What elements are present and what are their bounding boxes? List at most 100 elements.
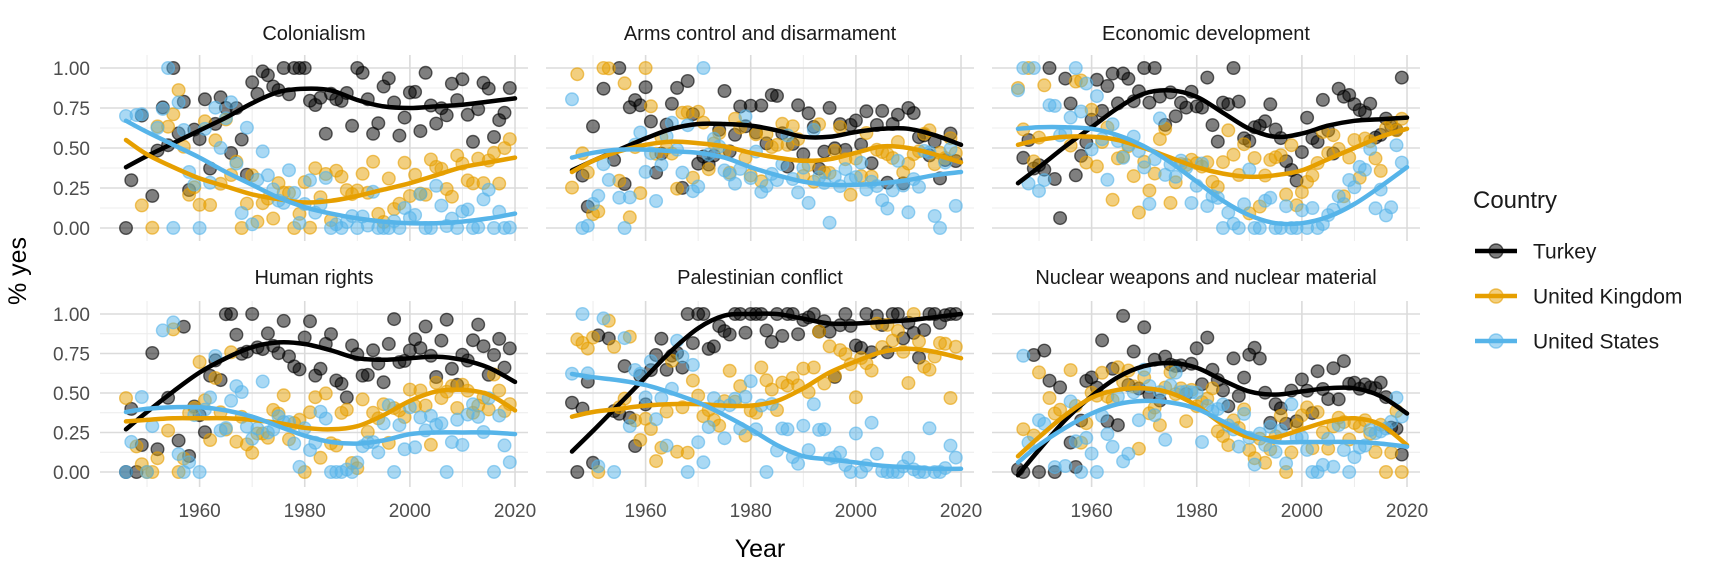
smooth-line-turkey — [569, 121, 964, 173]
data-point — [1305, 168, 1320, 183]
data-point — [654, 331, 669, 346]
data-point — [471, 317, 486, 332]
data-point — [1263, 97, 1278, 112]
data-point — [833, 120, 848, 135]
data-point — [1095, 365, 1110, 380]
y-tick-label: 0.25 — [53, 424, 90, 445]
data-point — [1394, 70, 1409, 85]
data-point — [890, 153, 905, 168]
data-point — [345, 118, 360, 133]
data-point — [355, 166, 370, 181]
data-point — [1342, 465, 1357, 480]
data-point — [806, 122, 821, 137]
data-point — [224, 95, 239, 110]
x-tick-label: 2020 — [494, 501, 536, 522]
data-point — [492, 331, 507, 346]
data-point — [1279, 456, 1294, 471]
data-point — [434, 333, 449, 348]
data-point — [260, 68, 275, 83]
data-point — [1237, 137, 1252, 152]
data-point — [675, 349, 690, 364]
data-point — [591, 188, 606, 203]
data-point — [1053, 380, 1068, 395]
data-point — [1016, 422, 1031, 437]
facet-title: Human rights — [255, 267, 374, 289]
data-point — [408, 207, 423, 222]
data-point — [580, 341, 595, 356]
data-point — [360, 367, 375, 382]
data-point — [1210, 134, 1225, 149]
data-point — [622, 190, 637, 205]
x-tick-label: 1960 — [1070, 501, 1112, 522]
data-point — [943, 391, 958, 406]
data-point — [1300, 442, 1315, 457]
data-point — [1258, 114, 1273, 129]
data-point — [1226, 147, 1241, 162]
data-point — [260, 326, 275, 341]
data-point — [155, 323, 170, 338]
data-point — [502, 80, 517, 95]
data-point — [649, 412, 664, 427]
y-tick-label: 0.00 — [53, 219, 90, 240]
data-point — [1231, 94, 1246, 109]
data-point — [1200, 70, 1215, 85]
facet-title: Palestinian conflict — [677, 267, 843, 289]
data-point — [418, 65, 433, 80]
data-point — [282, 163, 297, 178]
data-point — [1389, 138, 1404, 153]
data-point — [1247, 150, 1262, 165]
data-point — [1326, 361, 1341, 376]
data-point — [722, 363, 737, 378]
data-point — [366, 343, 381, 358]
data-point — [806, 360, 821, 375]
data-point — [864, 415, 879, 430]
data-point — [1026, 61, 1041, 76]
facet-panel-colonialism: Colonialism 1.00 0.75 0.50 0.25 0.00 — [53, 23, 528, 241]
data-point — [1284, 445, 1299, 460]
data-point — [192, 220, 207, 235]
data-point — [743, 374, 758, 389]
data-point — [155, 101, 170, 116]
data-point — [413, 187, 428, 202]
data-point — [791, 456, 806, 471]
x-tick-label: 1960 — [178, 501, 220, 522]
data-point — [487, 348, 502, 363]
data-point — [471, 409, 486, 424]
data-point — [1152, 111, 1167, 126]
smooth-line-united-states — [1015, 124, 1410, 227]
data-point — [1205, 381, 1220, 396]
data-point — [759, 465, 774, 480]
smooth-line-united-kingdom — [123, 137, 518, 205]
data-point — [927, 208, 942, 223]
data-point — [1294, 145, 1309, 160]
data-point — [171, 433, 186, 448]
data-point — [1336, 354, 1351, 369]
data-point — [848, 170, 863, 185]
data-point — [659, 438, 674, 453]
data-point — [649, 454, 664, 469]
data-point — [1242, 162, 1257, 177]
data-point — [124, 173, 139, 188]
data-point — [1042, 391, 1057, 406]
data-point — [775, 328, 790, 343]
data-point — [817, 422, 832, 437]
data-point — [203, 433, 218, 448]
data-point — [313, 450, 328, 465]
data-point — [1068, 168, 1083, 183]
data-point — [324, 327, 339, 342]
data-point — [318, 411, 333, 426]
data-point — [502, 132, 517, 147]
data-point — [1305, 200, 1320, 215]
data-point — [292, 215, 307, 230]
data-point — [1084, 142, 1099, 157]
data-point — [1215, 397, 1230, 412]
data-point — [1100, 427, 1115, 442]
data-point — [1105, 117, 1120, 132]
data-point — [303, 173, 318, 188]
data-point — [586, 330, 601, 345]
data-point — [901, 376, 916, 391]
data-point — [166, 315, 181, 330]
data-point — [838, 307, 853, 322]
data-point — [224, 393, 239, 408]
